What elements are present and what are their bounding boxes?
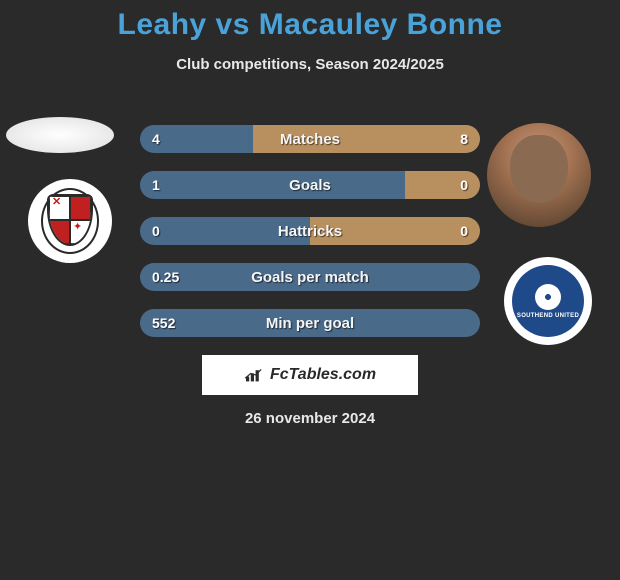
stat-bar-left [140,125,253,153]
page-title: Leahy vs Macauley Bonne [0,8,620,42]
player-left-avatar [6,117,114,153]
stat-bar-right [253,125,480,153]
southend-crest-icon: SOUTHEND UNITED [512,265,584,337]
stat-bar-left [140,309,480,337]
bar-chart-icon [244,367,264,383]
stat-bar-left [140,171,405,199]
header: Leahy vs Macauley Bonne Club competition… [0,0,620,73]
stat-row: 00Hattricks [140,217,480,245]
stat-bar-right [405,171,480,199]
stat-row: 10Goals [140,171,480,199]
stat-bar-left [140,217,310,245]
stat-bar-right [310,217,480,245]
club-right-name: SOUTHEND UNITED [517,313,579,319]
stats-comparison-chart: 48Matches 10Goals 00Hattricks 0.25Goals per… [140,125,480,355]
stat-bar-left [140,263,480,291]
page-subtitle: Club competitions, Season 2024/2025 [0,56,620,73]
player-right-avatar [487,123,591,227]
club-left-badge [28,179,112,263]
woking-crest-icon [41,188,99,254]
branding-label: FcTables.com [270,366,376,384]
stat-row: 48Matches [140,125,480,153]
branding-badge: FcTables.com [202,355,418,395]
report-date: 26 november 2024 [0,410,620,427]
stat-row: 552Min per goal [140,309,480,337]
stat-row: 0.25Goals per match [140,263,480,291]
club-right-badge: SOUTHEND UNITED [504,257,592,345]
